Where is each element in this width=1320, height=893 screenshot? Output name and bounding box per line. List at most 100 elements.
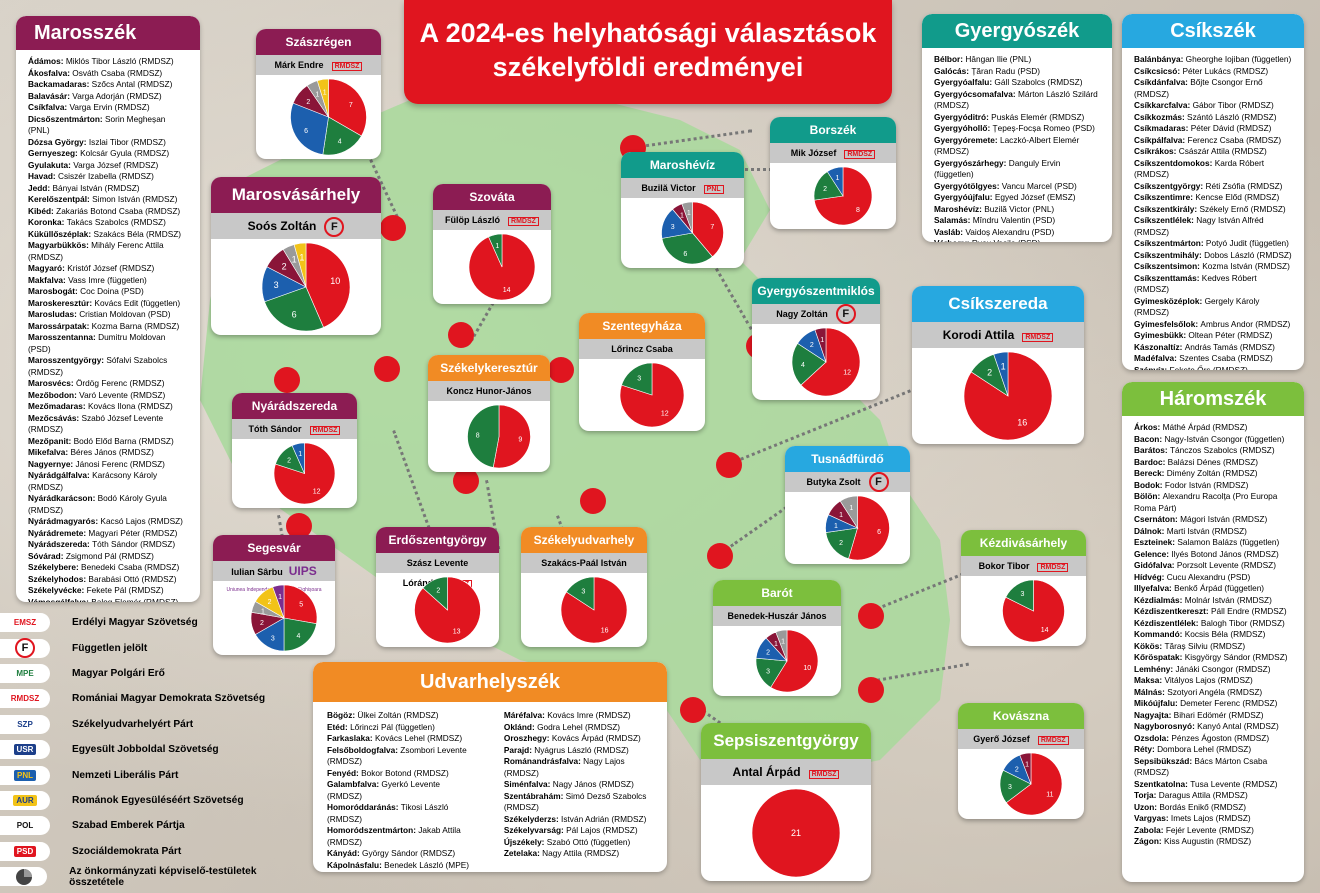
mayor-list-item: Kökös: Tăraș Silviu (RMDSZ) (1134, 641, 1292, 653)
pie-slice (264, 286, 324, 332)
mayor-name: Ilyés Botond János (RMDSZ) (1171, 548, 1279, 559)
mayor-list-item: Székelyvécke: Fekete Pál (RMDSZ) (28, 585, 188, 597)
pie-slice-label: 1 (820, 337, 824, 344)
place-name: Maksa: (1134, 675, 1165, 685)
pie-slice-label: 6 (292, 309, 297, 319)
pie-slice (839, 495, 858, 530)
mayor-name: Bács Márton Csaba (RMDSZ) (1134, 755, 1268, 778)
pie-slice-label: 1 (835, 175, 839, 182)
uips-logo: UIPS (288, 564, 317, 578)
rmdsz-logo-badge: RMDSZ (0, 689, 50, 709)
mayor-name: Fekete Pál (RMDSZ) (86, 585, 164, 595)
region-panel-csikszek: Csíkszék Balánbánya: Gheorghe Iojiban (f… (1122, 14, 1304, 370)
mayor-name: Varga Ervin (RMDSZ) (69, 102, 150, 112)
place-name: Bodok: (1134, 479, 1165, 490)
mayor-name: Nyágrus László (RMDSZ) (534, 744, 629, 755)
region-panel-gyergyoszek: Gyergyószék Bélbor: Hângan Ilie (PNL) Gal… (922, 14, 1112, 242)
mayor-list-item: Barátos: Tánczos Szabolcs (RMDSZ) (1134, 445, 1292, 457)
pie-slice (848, 495, 890, 561)
legend-item: USR Egyesült Jobboldal Szövetség (0, 737, 300, 762)
pie-slice-label: 3 (274, 280, 279, 290)
place-name: Mikefalva: (28, 447, 71, 457)
location-dot (580, 488, 606, 514)
place-name: Gyergyótölgyes: (934, 180, 1002, 191)
council-pie-chart: 11 3 21 (999, 752, 1063, 816)
city-name: Szováta (433, 184, 551, 210)
region-panel-haromszek: Háromszék Árkos: Máthé Árpád (RMDSZ) Baco… (1122, 382, 1304, 882)
place-name: Nyárádmagyarós: (28, 516, 101, 526)
city-name: Gyergyószentmiklós (752, 278, 880, 304)
mayor-list-item: Gernyeszeg: Kolcsár Gyula (RMDSZ) (28, 148, 188, 160)
mayor-name: Iszlai Tibor (RMDSZ) (88, 136, 166, 147)
place-name: Várhegy: (934, 238, 972, 242)
place-name: Bereck: (1134, 468, 1167, 478)
place-name: Marosludas: (28, 309, 80, 319)
pie-slice-label: 1 (849, 505, 853, 512)
place-name: Farkaslaka: (327, 733, 375, 743)
region-panel-marosszek: Marosszék Ádámos: Miklós Tibor László (R… (16, 16, 200, 602)
mayor-list-item: Málnás: Szotyori Angéla (RMDSZ) (1134, 687, 1292, 699)
mayor-list-item: Magyarbükkös: Mihály Ferenc Attila (RMDS… (28, 240, 188, 263)
mayor-list: Ádámos: Miklós Tibor László (RMDSZ) Ákosf… (16, 56, 200, 602)
mayor-list-item: Csíkcsicsó: Péter Lukács (RMDSZ) (1134, 66, 1292, 78)
place-name: Gyulakuta: (28, 159, 74, 170)
mayor-name: Bokor Tibor (978, 561, 1030, 571)
place-name: Gyergyóújfalu: (934, 192, 995, 202)
mayor-row: Koncz Hunor-János (428, 381, 550, 401)
city-name: Szászrégen (256, 29, 381, 55)
mayor-list-item: Jedd: Bányai István (RMDSZ) (28, 183, 188, 195)
place-name: Csernáton: (1134, 514, 1181, 524)
mayor-row: Gyerő József RMDSZ (958, 729, 1084, 749)
council-pie-chart: 13 2 (414, 576, 481, 644)
council-pie-chart: 12 3 (619, 362, 685, 428)
mayor-list-item: Farkaslaka: Kovács Lehel (RMDSZ) (327, 733, 474, 745)
location-dot (374, 356, 400, 382)
pie-slice-label: 2 (282, 262, 287, 272)
mayor-list-item: Románandrásfalva: Nagy Lajos (RMDSZ) (504, 756, 653, 779)
place-name: Bacon: (1134, 433, 1165, 444)
mayor-name: Nagy-István Csongor (független) (1164, 433, 1285, 444)
city-name: Kézdivásárhely (961, 530, 1086, 556)
mayor-list-item: Marosszentanna: Dumitru Moldovan (PSD) (28, 332, 188, 355)
pie-slice-label: 2 (306, 99, 310, 106)
pie-slice-label: 6 (877, 529, 881, 536)
mayor-name: Magyari Péter (RMDSZ) (88, 527, 178, 538)
mayor-name: Butyka Zsolt (806, 477, 861, 487)
legend-label: Romániai Magyar Demokrata Szövetség (72, 693, 266, 705)
place-name: Gyimesbükk: (1134, 330, 1189, 340)
pie-slice (290, 102, 329, 155)
mayor-list-item: Kerelőszentpál: Simon István (RMDSZ) (28, 194, 188, 206)
mayor-list-item: Hídvég: Cucu Alexandru (PSD) (1134, 572, 1292, 584)
place-name: Csíkpálfalva: (1134, 134, 1188, 145)
mayor-list-item: Zabola: Fejér Levente (RMDSZ) (1134, 825, 1292, 837)
city-card-kezdivasarhely: Kézdivásárhely Bokor Tibor RMDSZ 14 3 (961, 530, 1086, 646)
place-name: Székelyvécke: (28, 585, 87, 595)
mayor-name: Fekete Őrs (RMDSZ) (1169, 364, 1248, 371)
emsz-logo-badge: EMSZ (0, 613, 50, 633)
mayor-name: Csiszér Izabella (RMDSZ) (57, 171, 154, 181)
legend-label: Az önkormányzati képviselő-testületek ös… (69, 865, 257, 888)
mayor-name: Soós Zoltán (247, 219, 317, 233)
pie-slice-label: 12 (313, 488, 321, 495)
mayor-list-item: Maroshévíz: Buzilă Victor (PNL) (934, 204, 1100, 216)
mayor-list-item: Siménfalva: Nagy János (RMDSZ) (504, 779, 653, 791)
legend-item: RMDSZ Romániai Magyar Demokrata Szövetség (0, 686, 300, 711)
mayor-list-item: Backamadaras: Szőcs Antal (RMDSZ) (28, 79, 188, 91)
mayor-row: Buzilă Victor PNL (621, 178, 744, 198)
location-dot (274, 367, 300, 393)
place-name: Székelyderzs: (503, 813, 562, 824)
mayor-list-item: Bereck: Dimény Zoltán (RMDSZ) (1134, 468, 1292, 480)
mayor-row: Soós Zoltán F (211, 213, 381, 239)
mayor-name: Gyerkó Levente (RMDSZ) (327, 779, 440, 801)
mayor-list-item: Bacon: Nagy-István Csongor (független) (1134, 434, 1292, 446)
mayor-list-item: Gidófalva: Porzsolt Levente (RMDSZ) (1134, 560, 1292, 572)
place-name: Marosbogát: (28, 286, 81, 296)
mayor-list-item: Kápolnásfalu: Benedek László (MPE) (327, 860, 474, 872)
place-name: Csíkkarcfalva: (1134, 100, 1193, 110)
mayor-name: Kencse Előd (RMDSZ) (1195, 192, 1280, 202)
mayor-name: Benedek László (MPE) (384, 859, 470, 870)
mayor-list-item: Máréfalva: Kovács Imre (RMDSZ) (504, 710, 653, 722)
place-name: Nyárádremete: (28, 527, 89, 538)
mayor-row: Márk Endre RMDSZ (256, 55, 381, 75)
